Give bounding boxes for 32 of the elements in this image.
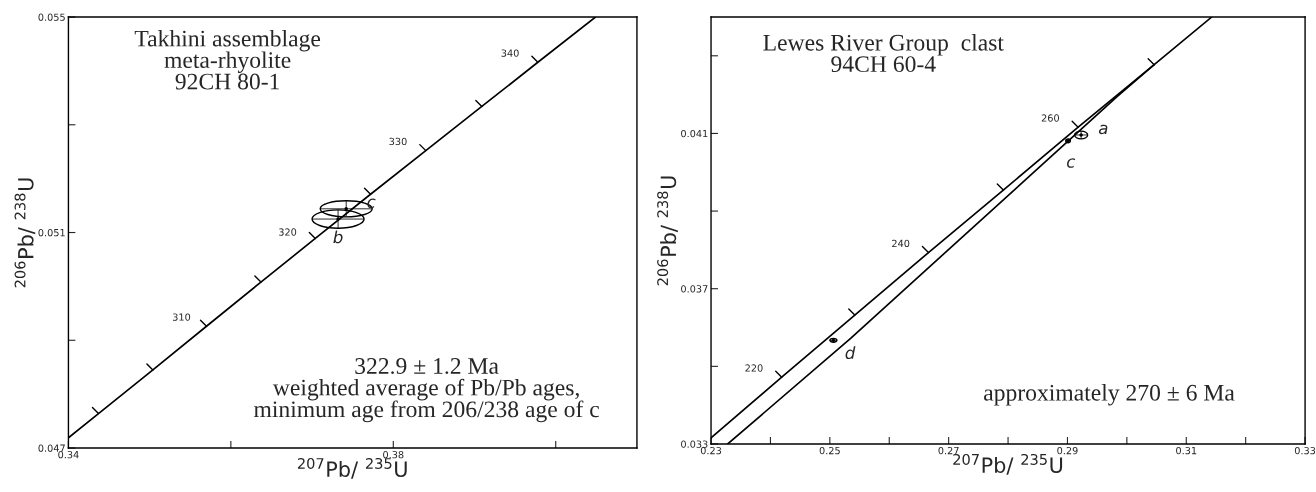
y-tick-label: 0.055 bbox=[38, 13, 65, 21]
y-tick-label: 0.033 bbox=[681, 440, 708, 448]
annotation: c bbox=[367, 198, 376, 209]
annotation: d bbox=[845, 346, 856, 360]
y-tick-label: 0.037 bbox=[681, 285, 708, 293]
text: Lewes River Group clast 94CH 60-4 bbox=[763, 34, 1004, 73]
annotation: c bbox=[1067, 158, 1076, 168]
annotation: 340 bbox=[501, 49, 519, 57]
x-axis-title: $^{207}$Pb/ $^{235}$U bbox=[953, 453, 1063, 475]
x-tick-label: 0.27 bbox=[938, 446, 959, 455]
text: Takhini assemblage meta-rhyolite 92CH 80-1 bbox=[134, 29, 321, 90]
annotation: 220 bbox=[745, 364, 763, 372]
x-tick-label: 0.33 bbox=[1294, 446, 1316, 455]
annotation: 320 bbox=[279, 228, 297, 236]
x-tick-label: 0.31 bbox=[1176, 446, 1197, 455]
annotation: 260 bbox=[1041, 114, 1060, 122]
x-tick-label: 0.38 bbox=[383, 450, 404, 459]
annotation: 310 bbox=[172, 313, 191, 321]
x-tick-label: 0.25 bbox=[819, 446, 840, 455]
annotation: b bbox=[333, 230, 343, 244]
x-tick-label: 0.34 bbox=[58, 450, 79, 459]
annotation: 240 bbox=[892, 239, 910, 248]
y-axis-title: $^{206}$Pb/ $^{238}$U bbox=[657, 176, 678, 286]
annotation: 330 bbox=[389, 137, 407, 146]
annotation: approximately 270 ± 6 Ma bbox=[984, 384, 1235, 406]
x-tick-label: 0.29 bbox=[1057, 446, 1078, 455]
annotation: 322.9 ± 1.2 Ma weighted average of Pb/Pb ages, minimum age from 206/238 age of c bbox=[253, 358, 599, 423]
y-tick-label: 0.047 bbox=[38, 444, 65, 452]
annotation: a bbox=[1098, 124, 1108, 135]
y-tick-label: 0.041 bbox=[681, 129, 708, 138]
y-tick-label: 0.051 bbox=[38, 229, 65, 237]
y-axis-title: $^{206}$Pb/ $^{238}$U bbox=[14, 178, 36, 288]
